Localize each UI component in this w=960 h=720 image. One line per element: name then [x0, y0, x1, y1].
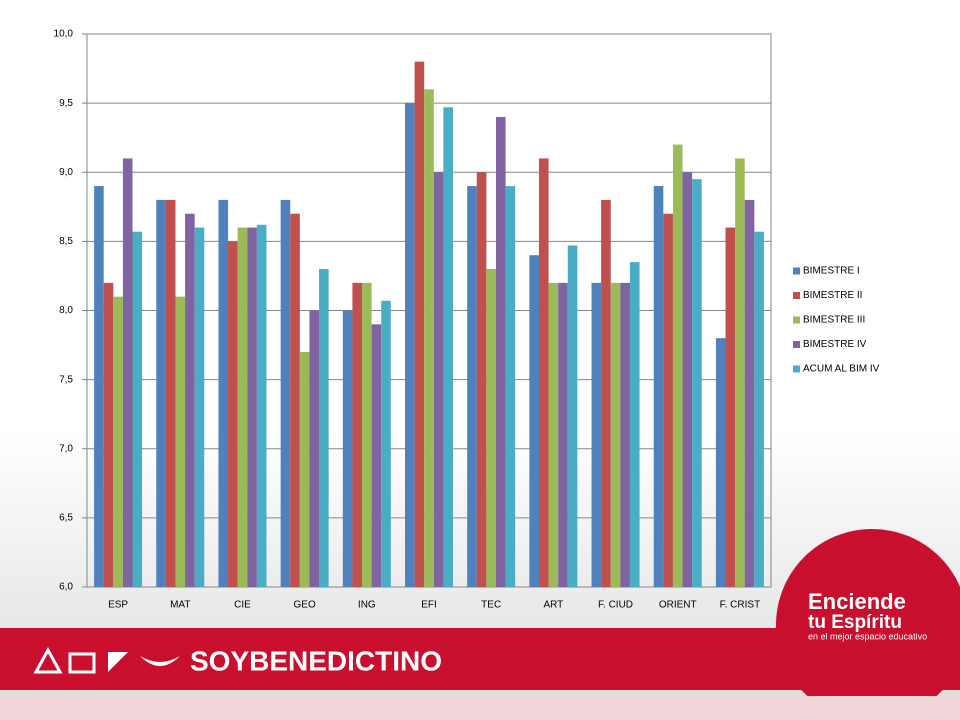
bar — [495, 116, 506, 587]
bar — [362, 282, 372, 587]
bar — [122, 158, 133, 588]
bar — [476, 172, 487, 587]
bar — [414, 61, 425, 587]
y-tick-label: 6,5 — [59, 513, 73, 524]
bar — [175, 296, 186, 587]
x-tick-label: ART — [543, 600, 563, 611]
icon — [108, 652, 128, 672]
bar — [558, 282, 568, 587]
bar — [610, 282, 621, 587]
x-tick-label: F. CRIST — [720, 600, 761, 611]
x-tick-label: CIE — [234, 600, 251, 611]
y-tick-label: 7,0 — [59, 443, 73, 454]
x-tick-label: TEC — [481, 600, 501, 611]
bar — [319, 269, 329, 587]
bar — [682, 172, 693, 587]
bar — [567, 245, 578, 587]
bar — [601, 199, 611, 587]
bar — [309, 310, 320, 587]
bar — [280, 199, 291, 587]
y-tick-label: 9,0 — [59, 167, 73, 178]
y-tick-label: 7,5 — [59, 374, 73, 385]
icon — [68, 652, 96, 674]
legend-swatch — [793, 292, 800, 299]
icon — [140, 656, 180, 666]
bar — [94, 186, 104, 587]
bar — [672, 144, 683, 587]
legend-label: BIMESTRE I — [803, 266, 860, 277]
y-tick-label: 6,0 — [59, 582, 73, 593]
bar — [692, 179, 702, 587]
legend-label: ACUM AL BIM IV — [803, 364, 880, 375]
bar — [744, 199, 755, 587]
group-label: 102 M — [569, 648, 636, 675]
brand: SOYBENEDICTINO — [190, 645, 442, 676]
y-tick-label: 10,0 — [54, 29, 74, 40]
bar — [103, 282, 114, 587]
bar — [113, 296, 123, 587]
bar — [352, 282, 363, 587]
legend-label: BIMESTRE II — [803, 290, 862, 301]
slogan: tu Espíritu — [808, 612, 902, 633]
bar — [653, 186, 664, 587]
bar — [194, 227, 205, 588]
bar — [290, 213, 300, 587]
bar — [299, 351, 310, 587]
bar — [725, 227, 736, 588]
x-tick-label: EFI — [421, 600, 437, 611]
bar — [529, 255, 539, 587]
bar — [620, 282, 630, 587]
legend-swatch — [793, 316, 800, 324]
bar — [538, 158, 549, 588]
icon — [33, 646, 63, 674]
bar — [548, 282, 559, 587]
legend-swatch — [793, 267, 800, 275]
bar — [256, 224, 267, 587]
y-tick-label: 8,5 — [59, 236, 73, 247]
slogan: Enciende — [808, 589, 906, 614]
bar — [663, 213, 673, 587]
bar — [228, 241, 238, 587]
x-tick-label: ORIENT — [659, 600, 697, 611]
bar — [505, 186, 516, 587]
bar — [132, 231, 143, 587]
x-tick-label: ESP — [108, 600, 128, 611]
footer-icons — [33, 646, 180, 674]
bar — [247, 227, 257, 588]
bar — [486, 269, 496, 587]
bar — [467, 186, 477, 587]
bar — [424, 89, 434, 588]
footer-reflection — [0, 696, 960, 720]
bar — [381, 300, 391, 587]
y-tick-label: 9,5 — [59, 98, 73, 109]
bar — [342, 310, 353, 587]
bar — [443, 107, 453, 588]
x-tick-label: GEO — [294, 600, 316, 611]
footer-band — [0, 628, 960, 690]
legend-label: BIMESTRE III — [803, 315, 865, 326]
bar — [715, 338, 726, 587]
legend-label: BIMESTRE IV — [803, 339, 867, 350]
bar — [433, 172, 444, 587]
bar — [185, 213, 195, 587]
bar — [735, 158, 745, 588]
x-tick-label: F. CIUD — [598, 600, 633, 611]
bar — [754, 231, 764, 587]
bar — [165, 199, 176, 587]
bar — [591, 282, 602, 587]
bar — [218, 199, 229, 587]
bar — [371, 324, 382, 587]
bar — [405, 103, 415, 587]
bar — [156, 199, 166, 587]
bar — [237, 227, 248, 588]
legend-swatch — [793, 365, 800, 373]
x-tick-label: ING — [358, 600, 376, 611]
legend-swatch — [793, 341, 800, 348]
tagline: en el mejor espacio educativo — [808, 631, 927, 641]
x-tick-label: MAT — [170, 600, 190, 611]
bar — [629, 262, 640, 587]
y-tick-label: 8,0 — [59, 305, 73, 316]
